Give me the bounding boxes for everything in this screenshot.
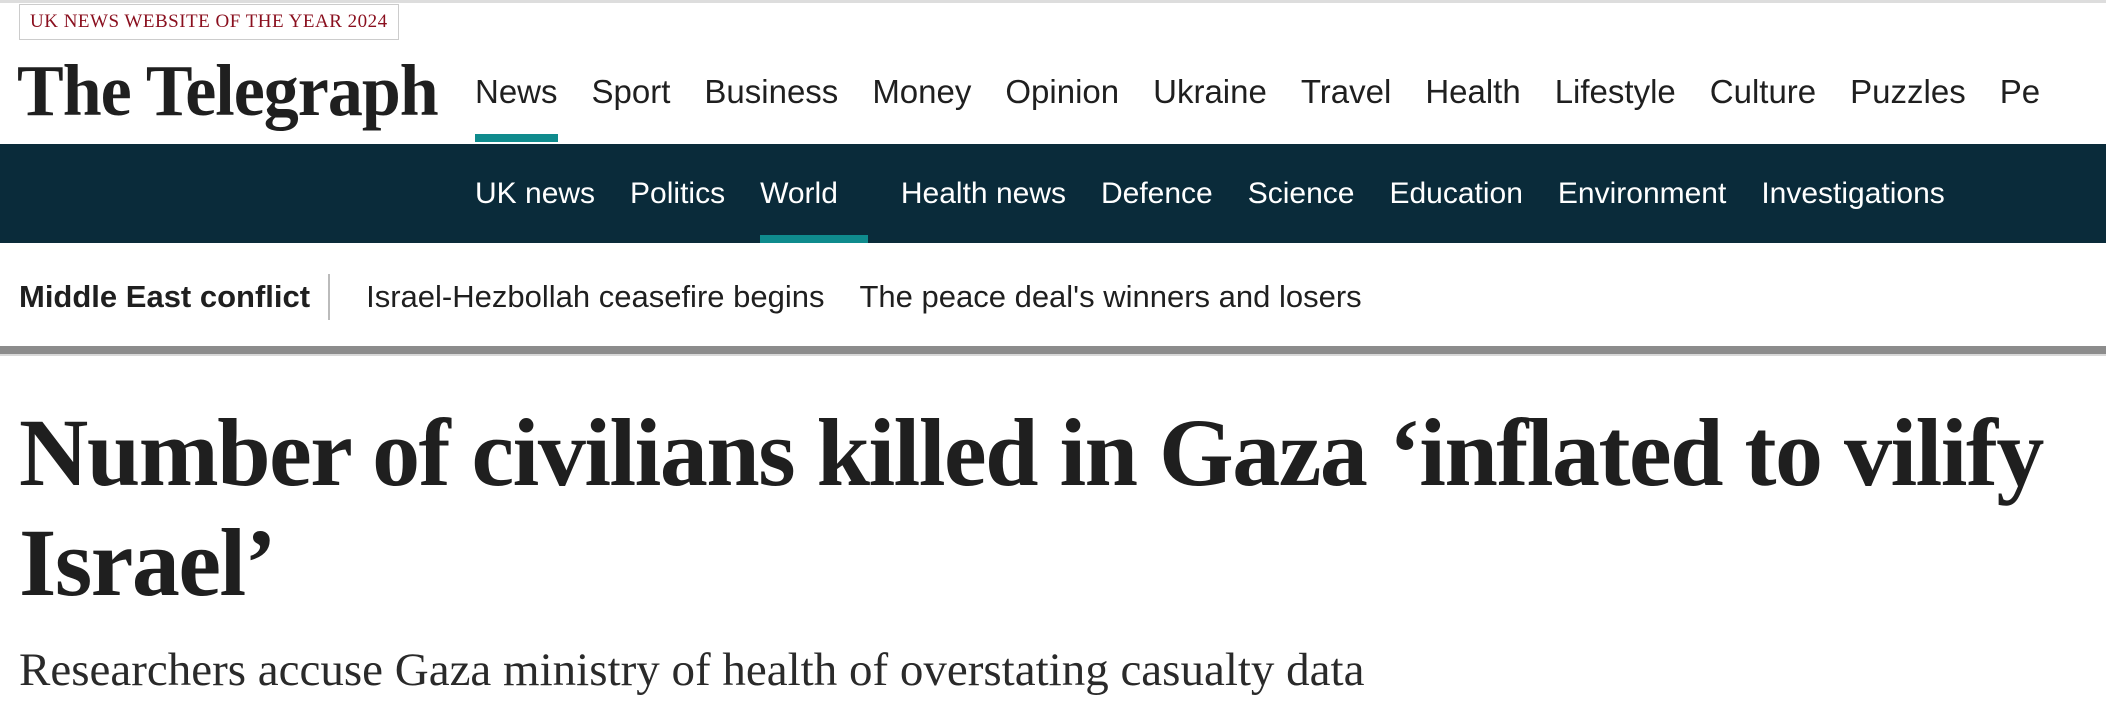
top-border bbox=[0, 0, 2106, 3]
nav-link[interactable]: News bbox=[475, 60, 558, 144]
nav-link[interactable]: Opinion bbox=[1005, 73, 1120, 110]
logo[interactable]: The Telegraph bbox=[17, 51, 439, 132]
sub-nav-link[interactable]: Health news bbox=[900, 177, 1066, 210]
sub-nav-link[interactable]: Investigations bbox=[1761, 177, 1945, 210]
nav-link[interactable]: Sport bbox=[591, 73, 671, 110]
nav-link[interactable]: Culture bbox=[1709, 73, 1817, 110]
sub-nav-link[interactable]: Defence bbox=[1100, 177, 1213, 210]
sub-nav-link[interactable]: UK news bbox=[475, 177, 596, 210]
topic-link[interactable]: Israel-Hezbollah ceasefire begins bbox=[366, 279, 825, 314]
sub-nav-link[interactable]: Education bbox=[1389, 177, 1523, 210]
nav-link[interactable]: Lifestyle bbox=[1554, 73, 1676, 110]
topic-bar: Middle East conflict Israel-Hezbollah ce… bbox=[19, 272, 1397, 322]
sub-nav-link[interactable]: World bbox=[760, 144, 868, 243]
nav-link[interactable]: Ukraine bbox=[1153, 73, 1267, 110]
sub-nav: UK news Politics World Health news Defence Sc… bbox=[0, 144, 2106, 243]
topic-link[interactable]: The peace deal's winners and losers bbox=[859, 279, 1362, 314]
sub-nav-link[interactable]: Science bbox=[1247, 177, 1355, 210]
headline: Number of civilians killed in Gaza ‘infl… bbox=[19, 399, 2044, 616]
divider bbox=[0, 346, 2106, 356]
nav-link[interactable]: Business bbox=[704, 73, 839, 110]
nav-link[interactable]: Puzzles bbox=[1850, 73, 1966, 110]
nav-link[interactable]: Health bbox=[1425, 73, 1521, 110]
nav-link[interactable]: Money bbox=[872, 73, 972, 110]
main-nav: News Sport Business Money Opinion Ukraine Trav… bbox=[475, 60, 2040, 144]
nav-link[interactable]: Travel bbox=[1300, 73, 1392, 110]
sub-nav-items: UK news Politics World Health news Defence Sc… bbox=[475, 144, 1980, 243]
nav-link[interactable]: Pe bbox=[1999, 73, 2041, 110]
award-badge: UK NEWS WEBSITE OF THE YEAR 2024 bbox=[19, 4, 399, 40]
standfirst: Researchers accuse Gaza ministry of heal… bbox=[19, 644, 1365, 696]
sub-nav-link[interactable]: Environment bbox=[1557, 177, 1727, 210]
sub-nav-link[interactable]: Politics bbox=[630, 177, 726, 210]
topic-label: Middle East conflict bbox=[19, 274, 331, 320]
